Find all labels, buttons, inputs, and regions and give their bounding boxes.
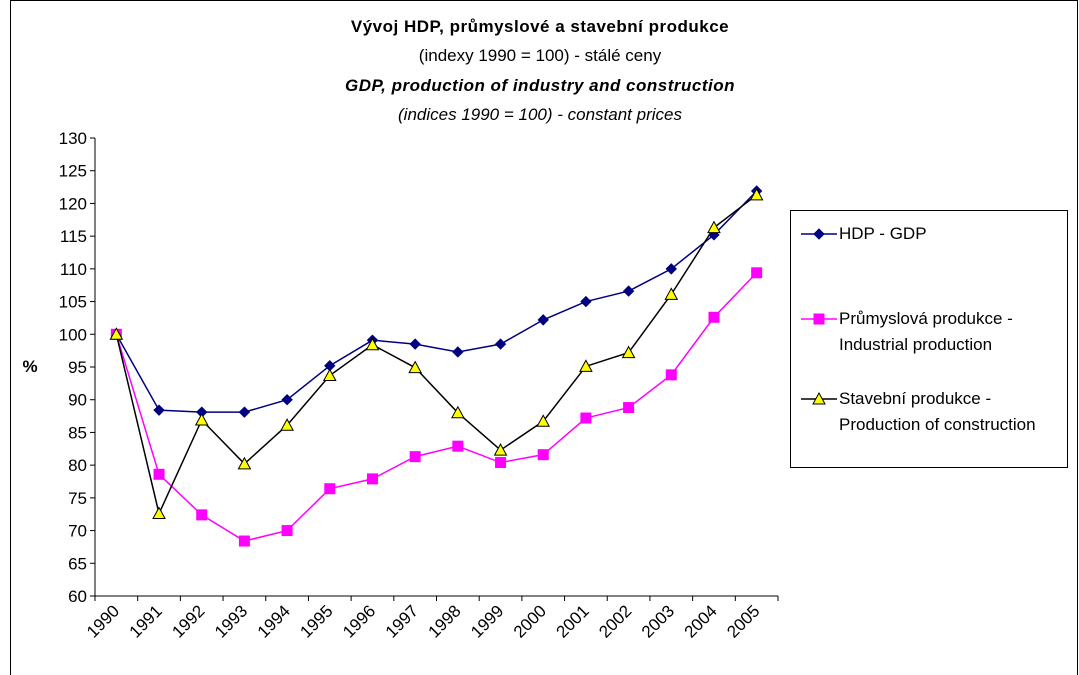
y-tick-label: 75 [68, 489, 87, 508]
marker [109, 327, 124, 340]
marker [495, 457, 507, 469]
legend-label: Průmyslová produkce - Industrial product… [839, 309, 1013, 354]
legend-label: HDP - GDP [839, 224, 927, 243]
marker [707, 220, 721, 234]
marker [238, 535, 250, 547]
marker [281, 525, 293, 537]
marker [812, 391, 826, 405]
marker [621, 345, 636, 359]
chart-subtitle-en: (indices 1990 = 100) - constant prices [398, 105, 682, 124]
x-tick-label: 1990 [83, 601, 123, 641]
legend-item: HDP - GDP [791, 221, 1039, 247]
y-tick-label: 105 [59, 293, 87, 312]
chart-title-en: GDP, production of industry and construc… [345, 76, 735, 95]
marker [365, 337, 380, 351]
x-tick-label: 2001 [553, 601, 593, 641]
marker [494, 338, 507, 350]
x-tick-label: 1998 [424, 601, 464, 641]
marker [153, 468, 165, 480]
marker [580, 412, 592, 424]
marker [408, 360, 422, 374]
chart-title: Vývoj HDP, průmyslové a stavební produkc… [351, 17, 729, 36]
x-tick-label: 1992 [168, 601, 208, 641]
y-tick-label: 60 [68, 587, 87, 606]
y-tick-label: 110 [60, 260, 87, 279]
y-axis-label: % [22, 357, 37, 376]
y-tick-label: 90 [68, 391, 87, 410]
marker [708, 311, 720, 323]
series-line [115, 194, 758, 516]
marker [536, 414, 551, 427]
marker [237, 456, 252, 470]
marker [813, 313, 825, 325]
series-line [115, 190, 758, 413]
x-tick-label: 1996 [339, 601, 379, 641]
marker [322, 368, 337, 382]
marker [238, 406, 251, 418]
marker [813, 228, 825, 240]
marker [280, 418, 294, 431]
marker [409, 451, 421, 463]
y-tick-label: 70 [68, 522, 87, 541]
marker [452, 440, 464, 452]
legend-item: Stavební produkce - Production of constr… [791, 386, 1039, 438]
marker [366, 473, 378, 485]
legend-item: Průmyslová produkce - Industrial product… [791, 306, 1039, 358]
x-tick-label: 2003 [638, 601, 678, 641]
chart-subtitle: (indexy 1990 = 100) - stálé ceny [419, 46, 662, 65]
marker [580, 295, 592, 308]
marker [537, 314, 549, 326]
marker [579, 359, 593, 372]
legend-swatch [801, 313, 837, 325]
x-tick-label: 1999 [467, 601, 507, 641]
marker [152, 506, 166, 520]
x-tick-label: 2002 [595, 601, 635, 641]
series-line [115, 272, 758, 542]
marker [493, 443, 508, 456]
x-tick-label: 2005 [723, 601, 763, 641]
x-tick-label: 1994 [254, 601, 294, 641]
marker [452, 346, 464, 358]
x-tick-label: 1997 [382, 601, 422, 641]
legend-swatch [801, 391, 837, 405]
marker [153, 404, 165, 416]
y-tick-label: 115 [60, 227, 87, 246]
marker [324, 483, 336, 495]
marker [281, 394, 293, 406]
marker [194, 412, 209, 426]
marker [622, 285, 635, 297]
y-tick-label: 130 [59, 129, 87, 148]
marker [409, 338, 421, 350]
legend-swatch [801, 228, 837, 240]
marker [451, 405, 465, 419]
y-tick-label: 120 [59, 194, 87, 213]
x-tick-label: 1991 [126, 601, 166, 641]
marker [751, 267, 763, 279]
chart-frame [10, 0, 1078, 675]
marker [665, 369, 677, 381]
marker [664, 287, 679, 300]
x-tick-label: 2004 [681, 601, 721, 641]
y-tick-label: 125 [59, 162, 87, 181]
legend-label: Stavební produkce - Production of constr… [839, 389, 1036, 434]
y-tick-label: 100 [59, 325, 87, 344]
marker [665, 263, 677, 275]
marker [749, 187, 764, 201]
marker [196, 509, 208, 521]
y-tick-label: 80 [68, 456, 87, 475]
marker [537, 449, 549, 461]
y-tick-label: 95 [68, 358, 87, 377]
x-tick-label: 1993 [211, 601, 251, 641]
marker [623, 402, 635, 414]
y-tick-label: 65 [68, 554, 87, 573]
x-tick-label: 1995 [296, 601, 336, 641]
x-tick-label: 2000 [510, 601, 550, 641]
legend: HDP - GDP Průmyslová produkce - Industria… [790, 210, 1068, 468]
y-tick-label: 85 [68, 423, 87, 442]
